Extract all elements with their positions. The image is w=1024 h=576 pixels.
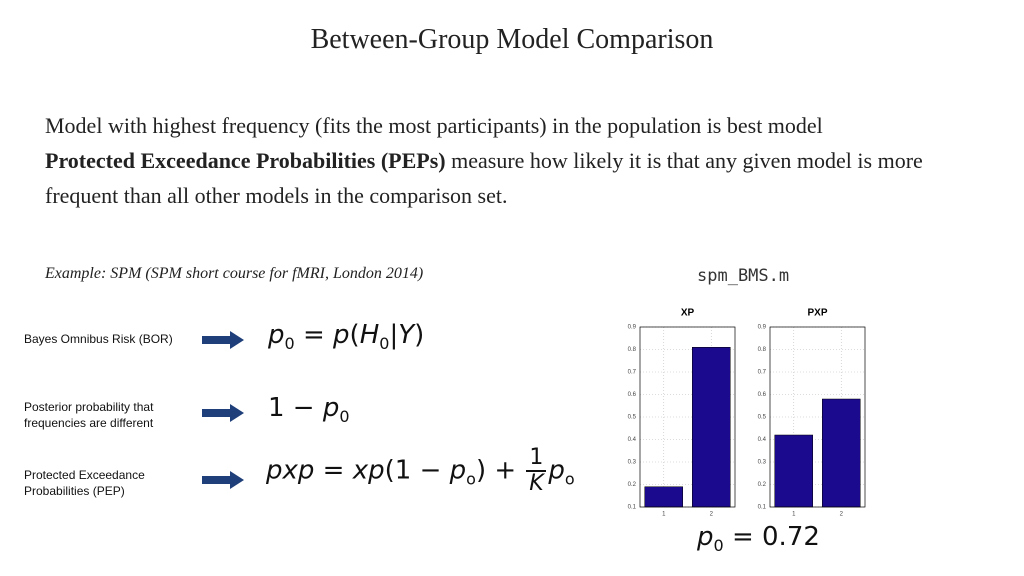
y-tick-label: 0.2 [758,482,767,488]
x-tick-label: 2 [710,512,714,518]
arrow [202,404,244,422]
subscript: 0 [284,334,295,353]
operator: = [314,455,353,486]
paragraph: Model with highest frequency (fits the m… [45,113,823,138]
operator: = [294,320,334,350]
subscript: 0 [339,407,350,426]
subscript: 0 [379,334,390,353]
row-label: Posterior probability that frequencies a… [24,400,154,430]
subscript: 0 [713,536,724,555]
operator: | [389,320,399,350]
y-tick-label: 0.9 [758,325,767,331]
operator: 1 − [268,393,323,423]
body-text: Model with highest frequency (fits the m… [45,108,985,213]
arrow [202,471,244,489]
symbol: p [322,393,340,423]
symbol: p [268,320,285,350]
x-tick-label: 1 [662,512,666,518]
y-tick-label: 0.8 [628,347,637,353]
y-tick-label: 0.3 [758,460,767,466]
row-label: Bayes Omnibus Risk (BOR) [24,332,173,346]
paragraph: Protected Exceedance Probabilities (PEPs… [45,143,985,213]
formula: 1 − p0 [268,393,350,426]
symbol: pxp [266,455,315,486]
chart-title: XP [681,308,695,319]
y-tick-label: 0.1 [628,505,637,511]
definition: measure how likely it is that any given … [45,148,923,208]
bar [644,486,683,508]
slide-title: Between-Group Model Comparison [310,24,714,55]
bar [774,434,813,508]
y-tick-label: 0.9 [628,325,637,331]
result-value: = 0.72 [723,522,820,552]
symbol: p [449,455,467,486]
bar-charts: XP 0.1 0.2 0.3 0.4 0.5 0.6 0.7 0.8 0.9 1 2 PXP 0.1 0.2… [628,308,866,518]
figure-caption: spm_BMS.m [697,266,790,286]
x-tick-label: 2 [840,512,844,518]
term: Protected Exceedance Probabilities (PEPs… [45,148,446,173]
numerator: 1 [526,446,547,472]
axes-frame [769,326,866,508]
denominator: K [529,471,544,496]
symbol: Y [398,320,415,350]
symbol: p [333,320,350,350]
subscript: o [564,469,575,489]
arrow [202,331,244,349]
operator: (1 − [384,455,450,486]
y-tick-label: 0.1 [758,505,767,511]
symbol: p [697,522,714,552]
operator: ) [414,320,425,350]
symbol: H [359,320,380,350]
operator: ) + [475,455,525,486]
y-tick-label: 0.7 [758,370,767,376]
symbol: p [548,455,565,486]
y-tick-label: 0.5 [758,415,767,421]
example-note: Example: SPM (SPM short course for fMRI,… [45,265,424,282]
y-tick-label: 0.2 [628,482,637,488]
bar [692,347,731,508]
y-tick-label: 0.4 [758,437,767,443]
operator: ( [349,320,360,350]
row-label: Protected Exceedance Probabilities (PEP) [24,468,145,498]
y-tick-label: 0.4 [628,437,637,443]
symbol: xp [352,455,385,486]
result-formula: p0 = 0.72 [697,522,820,555]
chart-title: PXP [807,308,827,319]
y-tick-label: 0.6 [628,392,637,398]
y-tick-label: 0.8 [758,347,767,353]
bar [822,398,861,508]
y-tick-label: 0.7 [628,370,637,376]
subscript: o [466,469,476,489]
y-tick-label: 0.6 [758,392,767,398]
axes-frame [639,326,736,508]
x-tick-label: 1 [792,512,796,518]
y-tick-label: 0.3 [628,460,637,466]
formula: p0 = p(H0|Y) [268,320,424,353]
y-tick-label: 0.5 [628,415,637,421]
